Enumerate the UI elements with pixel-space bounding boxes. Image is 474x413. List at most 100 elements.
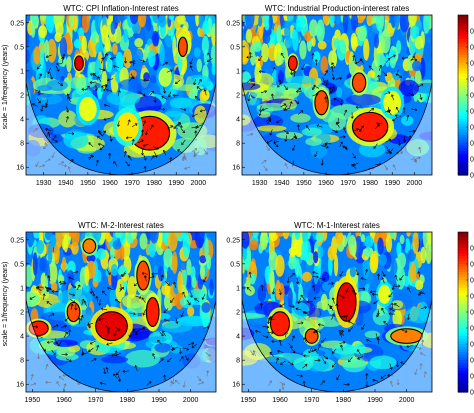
colorbar-cell	[458, 290, 468, 294]
phase-arrow	[397, 139, 401, 146]
phase-arrow	[114, 299, 121, 303]
colorbar-cell	[458, 314, 468, 318]
colorbar-cell	[458, 325, 468, 329]
phase-arrow	[70, 303, 74, 310]
phase-arrow	[127, 119, 131, 126]
colorbar-cell	[458, 161, 468, 165]
phase-arrow	[380, 374, 387, 379]
phase-arrow	[352, 152, 356, 159]
phase-arrow	[294, 133, 298, 140]
phase-arrow	[41, 104, 48, 108]
x-tick-label: 1990	[168, 180, 184, 187]
phase-arrow	[102, 130, 106, 137]
phase-arrow	[96, 136, 103, 141]
phase-arrow	[29, 296, 36, 300]
colorbar-cell	[458, 44, 468, 48]
colorbar-cell	[458, 129, 468, 133]
phase-arrow	[117, 375, 121, 382]
phase-arrow	[189, 291, 194, 298]
y-tick-label: 16	[16, 165, 24, 172]
phase-arrow	[268, 316, 272, 322]
phase-arrow	[283, 129, 289, 134]
phase-arrow	[385, 57, 391, 63]
phase-arrow	[288, 343, 293, 349]
phase-arrow	[340, 99, 344, 106]
phase-arrow	[364, 268, 368, 276]
x-tick-label: 1930	[252, 180, 268, 187]
colorbar-cell	[458, 269, 468, 273]
phase-arrow	[132, 329, 138, 334]
x-tick-label: 1960	[272, 397, 288, 404]
coherence-region	[136, 261, 150, 290]
cone-of-influence	[242, 299, 432, 392]
colorbar-cell	[458, 234, 468, 238]
phase-arrow	[46, 340, 54, 344]
phase-arrow	[339, 135, 346, 139]
phase-arrow	[388, 312, 395, 316]
colorbar-cell	[458, 288, 468, 292]
phase-arrow	[391, 283, 395, 290]
colorbar-cell	[458, 389, 468, 393]
phase-arrow	[162, 330, 166, 337]
phase-arrow	[88, 142, 94, 148]
phase-arrow	[343, 109, 348, 116]
y-tick-label: 1	[20, 285, 24, 292]
phase-arrow	[106, 342, 113, 346]
phase-arrow	[419, 352, 426, 356]
phase-arrow	[261, 159, 267, 165]
phase-arrow	[293, 70, 297, 77]
phase-arrow	[339, 341, 346, 345]
colorbar-cell	[458, 159, 468, 163]
phase-arrow	[142, 143, 149, 147]
phase-arrow	[40, 105, 44, 112]
phase-arrow	[160, 274, 164, 281]
colorbar-cell	[458, 31, 468, 35]
coherence-region	[83, 238, 96, 254]
phase-arrow	[246, 78, 252, 83]
colorbar-cell	[458, 344, 468, 348]
phase-arrow	[389, 380, 393, 387]
phase-arrow	[377, 74, 381, 81]
phase-arrow	[325, 79, 329, 86]
phase-arrow	[89, 340, 96, 345]
phase-arrow	[60, 164, 67, 168]
phase-arrow	[249, 350, 254, 356]
phase-arrow	[268, 380, 272, 387]
phase-arrow	[396, 378, 400, 386]
phase-arrow	[332, 362, 337, 368]
phase-arrow	[60, 324, 67, 328]
phase-arrow	[89, 80, 96, 84]
phase-arrow	[356, 349, 361, 355]
colorbar-cell	[458, 242, 468, 246]
colorbar-cell	[458, 266, 468, 270]
phase-arrow	[94, 84, 98, 91]
phase-arrow	[143, 154, 147, 161]
panel-title: WTC: M-2-Interest rates	[78, 221, 164, 230]
colorbar-tick-label: 0.7	[470, 61, 474, 68]
coherence-region	[79, 97, 97, 122]
phase-arrow	[303, 310, 310, 314]
phase-arrow	[174, 379, 180, 385]
colorbar-cell	[458, 328, 468, 332]
colorbar-cell	[458, 330, 468, 334]
significance-contour	[177, 36, 188, 58]
colorbar-cell	[458, 49, 468, 53]
phase-arrow	[76, 284, 81, 291]
colorbar-cell	[458, 301, 468, 305]
phase-arrow	[360, 277, 367, 281]
phase-arrow	[107, 78, 114, 82]
colorbar-cell	[458, 73, 468, 77]
phase-arrow	[102, 290, 107, 296]
significance-contour	[287, 55, 298, 71]
colorbar-cell	[458, 384, 468, 388]
colorbar-cell	[458, 373, 468, 377]
phase-arrow	[265, 145, 270, 151]
phase-arrow	[317, 344, 321, 351]
colorbar-cell	[458, 20, 468, 24]
phase-arrow	[56, 381, 61, 387]
phase-arrow	[419, 291, 426, 295]
y-tick-label: 2	[236, 310, 240, 317]
x-tick-label: 2000	[191, 180, 207, 187]
phase-arrow	[77, 317, 81, 324]
phase-arrow	[417, 271, 421, 278]
